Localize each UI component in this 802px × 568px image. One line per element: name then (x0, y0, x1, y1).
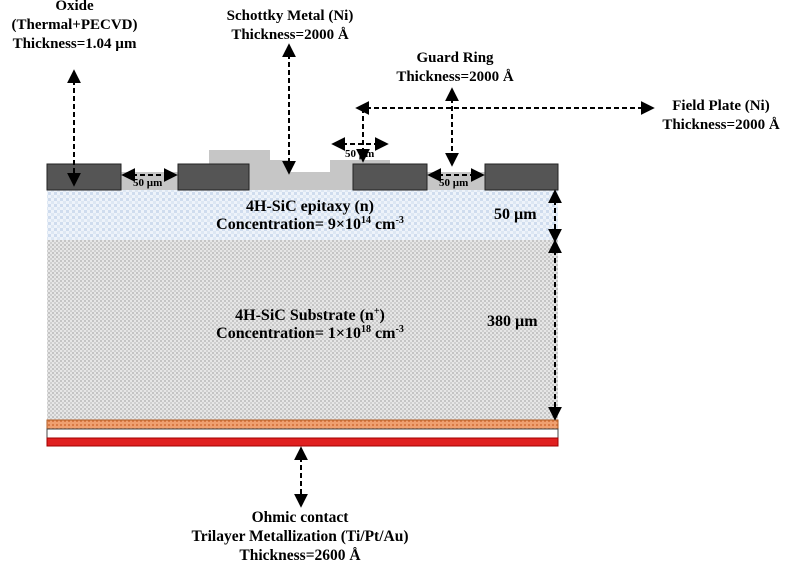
epitaxy-layer (47, 190, 558, 240)
epitaxy-thickness: 50 µm (494, 206, 537, 223)
substrate-name-suffix: ) (379, 307, 385, 324)
schottky-label-line1: Schottky Metal (Ni) (226, 8, 354, 24)
sub-conc-exp: 18 (361, 324, 372, 335)
sub-conc-text: Concentration= 1×10 (216, 325, 362, 342)
gap-left-label: 50 µm (133, 177, 163, 189)
oxide-label: Oxide (Thermal+PECVD) Thickness=1.04 µm (2, 0, 147, 54)
oxide-label-line2: (Thermal+PECVD) (11, 17, 138, 33)
oxide-block-4 (484, 163, 559, 191)
epi-conc-unit-exp: -3 (395, 215, 404, 226)
ohmic-layer-au (46, 437, 559, 447)
schottky-label: Schottky Metal (Ni) Thickness=2000 Å (200, 7, 380, 45)
epi-conc-exp: 14 (361, 215, 372, 226)
substrate-text: 4H-SiC Substrate (n+) Concentration= 1×1… (180, 307, 440, 343)
epi-conc-text: Concentration= 9×10 (216, 216, 362, 233)
substrate-name: 4H-SiC Substrate (n+) (180, 307, 440, 325)
guard-ring-label: Guard Ring Thickness=2000 Å (385, 49, 525, 87)
ohmic-label-line1: Ohmic contact (251, 509, 349, 526)
substrate-layer (47, 240, 558, 420)
epi-conc-unit: cm (371, 216, 396, 233)
guard-ring-label-line2: Thickness=2000 Å (396, 69, 514, 85)
substrate-thickness: 380 µm (487, 313, 538, 330)
substrate-name-text: 4H-SiC Substrate (n (235, 307, 374, 324)
epitaxy-concentration: Concentration= 9×1014 cm-3 (180, 216, 440, 234)
schottky-label-line2: Thickness=2000 Å (231, 27, 349, 43)
overlap-label: 50 µm (345, 148, 375, 160)
field-plate-label-line2: Thickness=2000 Å (662, 117, 780, 133)
ohmic-label-line2: Trilayer Metallization (Ti/Pt/Au) (191, 528, 409, 545)
field-plate-label: Field Plate (Ni) Thickness=2000 Å (645, 97, 797, 135)
ohmic-layer-ti (46, 419, 559, 430)
schottky-metal (209, 150, 390, 190)
field-plate-label-line1: Field Plate (Ni) (672, 98, 770, 114)
epitaxy-name: 4H-SiC epitaxy (n) (246, 198, 374, 215)
ohmic-label: Ohmic contact Trilayer Metallization (Ti… (150, 508, 450, 565)
oxide-label-line1: Oxide (55, 0, 94, 14)
epitaxy-text: 4H-SiC epitaxy (n) Concentration= 9×1014… (180, 198, 440, 234)
substrate-name-sup: + (373, 306, 380, 317)
oxide-block-1 (46, 163, 122, 191)
gap-right-label: 50 µm (439, 177, 469, 189)
oxide-block-2 (177, 163, 250, 191)
substrate-concentration: Concentration= 1×1018 cm-3 (180, 325, 440, 343)
oxide-block-3 (352, 163, 428, 191)
guard-ring-label-line1: Guard Ring (416, 50, 494, 66)
ohmic-label-line3: Thickness=2600 Å (239, 547, 361, 564)
oxide-label-line3: Thickness=1.04 µm (12, 36, 137, 52)
sub-conc-unit: cm (371, 325, 396, 342)
sub-conc-unit-exp: -3 (395, 324, 404, 335)
ohmic-layer-pt (46, 428, 559, 439)
